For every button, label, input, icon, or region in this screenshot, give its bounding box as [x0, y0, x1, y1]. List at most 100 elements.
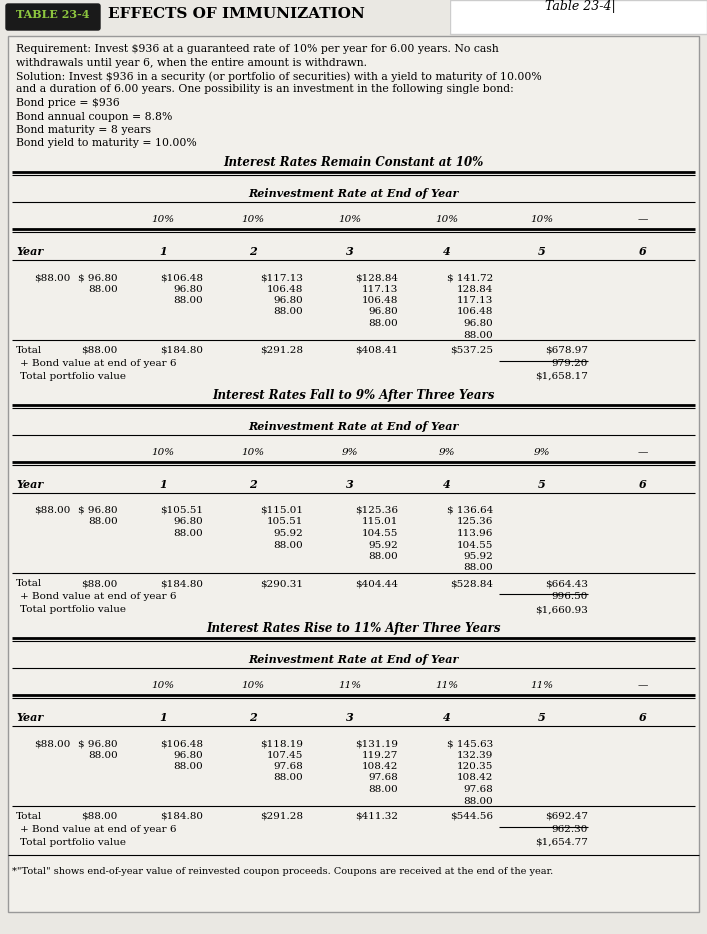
- Text: 117.13: 117.13: [457, 296, 493, 305]
- Text: 88.00: 88.00: [368, 552, 398, 561]
- Text: 11%: 11%: [436, 681, 459, 690]
- Text: $290.31: $290.31: [260, 579, 303, 588]
- Text: 11%: 11%: [530, 681, 554, 690]
- Text: $ 96.80: $ 96.80: [78, 739, 118, 748]
- Text: 108.42: 108.42: [361, 762, 398, 771]
- Text: 104.55: 104.55: [361, 529, 398, 538]
- Text: 88.00: 88.00: [273, 307, 303, 317]
- Text: 96.80: 96.80: [273, 296, 303, 305]
- Text: 128.84: 128.84: [457, 285, 493, 293]
- Text: 106.48: 106.48: [267, 285, 303, 293]
- Text: 3: 3: [346, 479, 354, 490]
- FancyBboxPatch shape: [6, 4, 100, 30]
- Text: 117.13: 117.13: [361, 285, 398, 293]
- Text: Bond price = $936: Bond price = $936: [16, 98, 119, 108]
- Text: *"Total" shows end-of-year value of reinvested coupon proceeds. Coupons are rece: *"Total" shows end-of-year value of rein…: [12, 867, 554, 876]
- Text: 107.45: 107.45: [267, 751, 303, 759]
- Text: 5: 5: [538, 246, 546, 257]
- Text: $408.41: $408.41: [355, 346, 398, 355]
- Text: 125.36: 125.36: [457, 517, 493, 527]
- Text: 6: 6: [639, 246, 647, 257]
- Text: 96.80: 96.80: [463, 319, 493, 328]
- Text: 95.92: 95.92: [273, 529, 303, 538]
- Text: 5: 5: [538, 712, 546, 723]
- Text: $88.00: $88.00: [81, 812, 118, 821]
- Text: Total portfolio value: Total portfolio value: [20, 838, 126, 847]
- Text: 4: 4: [443, 246, 451, 257]
- Text: 97.68: 97.68: [463, 785, 493, 794]
- Text: 96.80: 96.80: [173, 285, 203, 293]
- Text: 88.00: 88.00: [273, 541, 303, 549]
- Text: withdrawals until year 6, when the entire amount is withdrawn.: withdrawals until year 6, when the entir…: [16, 58, 367, 67]
- Text: 108.42: 108.42: [457, 773, 493, 783]
- Text: $404.44: $404.44: [355, 579, 398, 588]
- Text: 3: 3: [346, 246, 354, 257]
- Text: Solution: Invest $936 in a security (or portfolio of securities) with a yield to: Solution: Invest $936 in a security (or …: [16, 71, 542, 81]
- Text: $ 96.80: $ 96.80: [78, 506, 118, 515]
- Text: 10%: 10%: [530, 215, 554, 224]
- Text: $106.48: $106.48: [160, 273, 203, 282]
- Bar: [0, 0, 450, 34]
- Text: $88.00: $88.00: [34, 739, 71, 748]
- Text: 3: 3: [346, 712, 354, 723]
- Text: 88.00: 88.00: [173, 762, 203, 771]
- Text: 10%: 10%: [241, 215, 264, 224]
- Text: Total: Total: [16, 346, 42, 355]
- Text: Year: Year: [16, 712, 43, 723]
- Text: 10%: 10%: [339, 215, 361, 224]
- Text: 2: 2: [249, 479, 257, 490]
- Text: 9%: 9%: [341, 448, 358, 457]
- Text: Reinvestment Rate at End of Year: Reinvestment Rate at End of Year: [248, 654, 459, 665]
- Text: $88.00: $88.00: [81, 579, 118, 588]
- Text: $88.00: $88.00: [34, 506, 71, 515]
- Text: 6: 6: [639, 712, 647, 723]
- Text: 88.00: 88.00: [173, 296, 203, 305]
- Text: 96.80: 96.80: [173, 751, 203, 759]
- Text: $1,654.77: $1,654.77: [535, 838, 588, 847]
- Text: 95.92: 95.92: [368, 541, 398, 549]
- Text: 10%: 10%: [436, 215, 459, 224]
- Text: $106.48: $106.48: [160, 739, 203, 748]
- Text: $692.47: $692.47: [545, 812, 588, 821]
- Text: Reinvestment Rate at End of Year: Reinvestment Rate at End of Year: [248, 421, 459, 432]
- Text: 996.50: 996.50: [551, 592, 588, 601]
- Text: $291.28: $291.28: [260, 812, 303, 821]
- Text: 88.00: 88.00: [88, 751, 118, 759]
- Text: Total portfolio value: Total portfolio value: [20, 372, 126, 381]
- Text: $291.28: $291.28: [260, 346, 303, 355]
- Text: Total: Total: [16, 812, 42, 821]
- Text: 105.51: 105.51: [267, 517, 303, 527]
- Text: $115.01: $115.01: [260, 506, 303, 515]
- Text: 96.80: 96.80: [173, 517, 203, 527]
- FancyBboxPatch shape: [450, 0, 707, 34]
- Text: 113.96: 113.96: [457, 529, 493, 538]
- Text: 106.48: 106.48: [457, 307, 493, 317]
- Text: $ 145.63: $ 145.63: [447, 739, 493, 748]
- Text: $ 96.80: $ 96.80: [78, 273, 118, 282]
- Text: Table 23-4|: Table 23-4|: [544, 0, 615, 13]
- Text: 4: 4: [443, 712, 451, 723]
- Text: Bond annual coupon = 8.8%: Bond annual coupon = 8.8%: [16, 111, 173, 121]
- Text: $184.80: $184.80: [160, 579, 203, 588]
- Text: $128.84: $128.84: [355, 273, 398, 282]
- Text: $411.32: $411.32: [355, 812, 398, 821]
- Text: 1: 1: [159, 479, 167, 490]
- Text: $1,658.17: $1,658.17: [535, 372, 588, 381]
- Text: TABLE 23-4: TABLE 23-4: [16, 8, 90, 20]
- Text: 88.00: 88.00: [173, 529, 203, 538]
- Text: 97.68: 97.68: [273, 762, 303, 771]
- Text: 5: 5: [538, 479, 546, 490]
- Text: 104.55: 104.55: [457, 541, 493, 549]
- Text: $ 136.64: $ 136.64: [447, 506, 493, 515]
- Text: Bond maturity = 8 years: Bond maturity = 8 years: [16, 125, 151, 135]
- Text: 95.92: 95.92: [463, 552, 493, 561]
- Text: Requirement: Invest $936 at a guaranteed rate of 10% per year for 6.00 years. No: Requirement: Invest $936 at a guaranteed…: [16, 44, 498, 54]
- Text: —: —: [638, 215, 648, 224]
- Text: 120.35: 120.35: [457, 762, 493, 771]
- Text: 88.00: 88.00: [463, 331, 493, 339]
- Text: 88.00: 88.00: [463, 797, 493, 805]
- Text: $88.00: $88.00: [81, 346, 118, 355]
- Text: Total portfolio value: Total portfolio value: [20, 605, 126, 614]
- Text: —: —: [638, 681, 648, 690]
- Text: $184.80: $184.80: [160, 812, 203, 821]
